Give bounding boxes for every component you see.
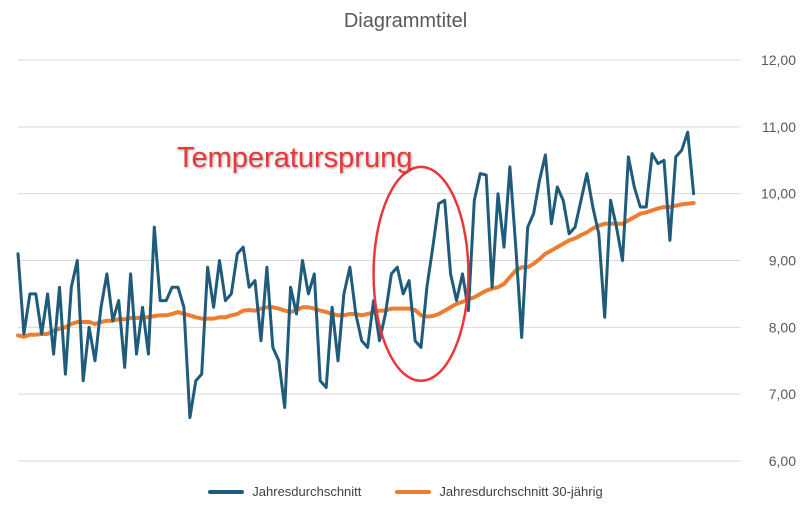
y-tick-label: 9,00 bbox=[769, 253, 796, 269]
series-lines bbox=[16, 130, 696, 420]
legend-item-jahresdurchschnitt: Jahresdurchschnitt bbox=[208, 484, 361, 499]
y-tick-label: 7,00 bbox=[769, 386, 796, 402]
legend-label: Jahresdurchschnitt bbox=[252, 484, 362, 499]
series-line-jahresdurchschnitt bbox=[16, 130, 696, 420]
y-tick-label: 12,00 bbox=[761, 52, 796, 68]
y-tick-label: 10,00 bbox=[761, 186, 796, 202]
legend-item-30-jaehrig: Jahresdurchschnitt 30-jährig bbox=[395, 484, 603, 499]
legend-label: Jahresdurchschnitt 30-jährig bbox=[439, 484, 603, 499]
y-tick-label: 6,00 bbox=[769, 453, 796, 469]
legend-swatch-orange bbox=[395, 489, 432, 494]
y-tick-label: 11,00 bbox=[762, 119, 796, 135]
y-axis-tick-labels: 6,00 7,00 8,00 9,00 10,00 11,00 12,00 bbox=[761, 52, 796, 469]
gridlines bbox=[18, 59, 741, 462]
chart-title: Diagrammtitel bbox=[343, 10, 468, 32]
legend-swatch-blue bbox=[208, 489, 245, 494]
y-tick-label: 8,00 bbox=[769, 319, 796, 335]
annotation-ellipse bbox=[372, 165, 470, 383]
chart-legend: Jahresdurchschnitt Jahresdurchschnitt 30… bbox=[0, 484, 811, 499]
annotation: Temperatursprung bbox=[177, 142, 470, 383]
annotation-label: Temperatursprung bbox=[177, 142, 412, 174]
